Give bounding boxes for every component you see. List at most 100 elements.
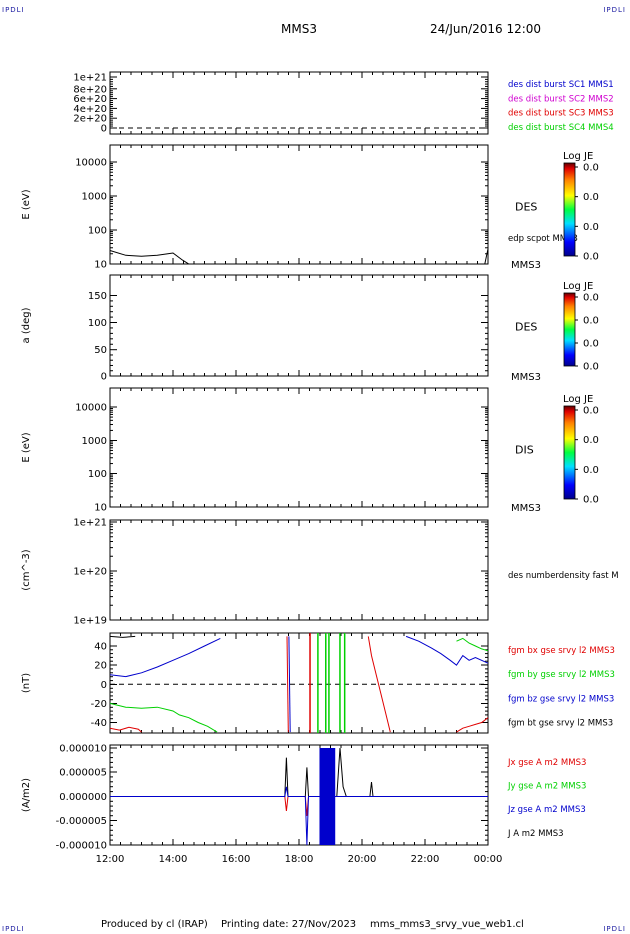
- y-tick-label: 0: [101, 124, 107, 135]
- colorbar-title: Log JE: [563, 281, 593, 292]
- x-tick-label: 18:00: [285, 854, 314, 865]
- spacecraft-label: MMS3: [511, 372, 541, 383]
- y-tick-label: 10: [94, 260, 107, 271]
- legend-label: Jx gse A m2 MMS3: [507, 758, 586, 768]
- series-line: [456, 637, 489, 652]
- y-tick-label: -20: [91, 699, 107, 710]
- x-tick-label: 22:00: [411, 854, 440, 865]
- y-tick-label: 0.000000: [59, 792, 107, 803]
- colorbar: [563, 162, 576, 257]
- panel-frame: [109, 519, 489, 621]
- colorbar-title: Log JE: [563, 151, 593, 162]
- colorbar-tick-label: 0.0: [583, 495, 599, 506]
- colorbar-tick-label: 0.0: [583, 293, 599, 304]
- colorbar-tick-label: 0.0: [583, 362, 599, 373]
- series-line: [109, 635, 136, 638]
- series-line: [109, 726, 142, 733]
- series-line: [110, 786, 488, 846]
- panel-frame: [109, 274, 489, 377]
- spacecraft-label: MMS3: [511, 503, 541, 514]
- colorbar-title: Log JE: [563, 394, 593, 405]
- y-tick-label: 100: [88, 226, 107, 237]
- y-tick-label: 100: [88, 469, 107, 480]
- x-tick-label: 12:00: [96, 854, 125, 865]
- colorbar-tick-label: 0.0: [583, 406, 599, 417]
- panel-frame: [109, 387, 489, 508]
- y-tick-label: 10000: [75, 158, 107, 169]
- corner-label-bottom-left: IPDLI: [2, 925, 25, 933]
- legend-label: fgm bt gse srvy l2 MMS3: [508, 719, 613, 729]
- y-tick-label: 10: [94, 503, 107, 514]
- footer-file: mms_mms3_srvy_vue_web1.cl: [370, 919, 524, 930]
- legend-label: des dist burst SC4 MMS4: [508, 123, 614, 133]
- y-axis-label: E (eV): [21, 189, 32, 219]
- datetime-title: 24/Jun/2016 12:00: [430, 22, 542, 36]
- y-tick-label: 40: [94, 642, 107, 653]
- y-tick-label: 1e+19: [73, 616, 107, 627]
- series-line: [367, 636, 391, 733]
- legend-label: J A m2 MMS3: [507, 829, 564, 839]
- instrument-label: DES: [515, 321, 537, 334]
- y-tick-label: 1e+21: [73, 518, 107, 529]
- colorbar: [563, 292, 576, 367]
- legend-label: des dist burst SC1 MMS1: [508, 80, 614, 90]
- y-tick-label: -0.000005: [56, 816, 107, 827]
- corner-label-top-right: IPDLI: [603, 6, 626, 14]
- spacecraft-label: MMS3: [511, 260, 541, 271]
- colorbar-tick-label: 0.0: [583, 435, 599, 446]
- y-tick-label: 10000: [75, 403, 107, 414]
- series-line: [109, 637, 221, 678]
- panel-frame: [109, 744, 489, 846]
- y-axis-label: (A/m2): [21, 778, 32, 812]
- x-tick-label: 14:00: [159, 854, 188, 865]
- colorbar-tick-label: 0.0: [583, 222, 599, 233]
- instrument-label: DIS: [515, 443, 534, 456]
- corner-label-bottom-right: IPDLI: [603, 925, 626, 933]
- colorbar-tick-label: 0.0: [583, 465, 599, 476]
- colorbar-tick-label: 0.0: [583, 192, 599, 203]
- panel-frame: [109, 71, 489, 135]
- x-tick-label: 00:00: [474, 854, 503, 865]
- footer-produced-by: Produced by cl (IRAP): [101, 919, 208, 930]
- series-line: [110, 747, 488, 797]
- y-tick-label: -40: [91, 718, 107, 729]
- y-tick-label: 6e+20: [73, 94, 107, 105]
- y-axis-label: (nT): [21, 673, 32, 693]
- y-tick-label: 1000: [82, 192, 107, 203]
- x-tick-label: 20:00: [348, 854, 377, 865]
- y-tick-label: 100: [88, 318, 107, 329]
- series-line: [110, 796, 488, 816]
- y-tick-label: 0: [101, 372, 107, 383]
- y-tick-label: 1e+20: [73, 567, 107, 578]
- y-axis-label: E (eV): [21, 432, 32, 462]
- y-tick-label: 4e+20: [73, 104, 107, 115]
- y-tick-label: 1e+21: [73, 73, 107, 84]
- colorbar-tick-label: 0.0: [583, 252, 599, 263]
- legend-label: des dist burst SC3 MMS3: [508, 109, 614, 119]
- series-line: [109, 702, 218, 733]
- legend-label: fgm bx gse srvy l2 MMS3: [508, 646, 615, 656]
- legend-label: des dist burst SC2 MMS2: [508, 94, 614, 104]
- series-line: [286, 636, 289, 733]
- y-tick-label: 0: [101, 680, 107, 691]
- legend-label: des numberdensity fast M: [508, 571, 619, 581]
- spacecraft-title: MMS3: [281, 22, 317, 36]
- panel-frame: [109, 144, 489, 265]
- legend-label: fgm by gse srvy l2 MMS3: [508, 670, 615, 680]
- colorbar-tick-label: 0.0: [583, 163, 599, 174]
- legend-label: fgm bz gse srvy l2 MMS3: [508, 694, 614, 704]
- y-axis-label: (cm^-3): [21, 549, 32, 590]
- series-line: [456, 717, 489, 733]
- overlay-label: edp scpot MMS3: [508, 234, 578, 244]
- series-line: [109, 248, 489, 265]
- series-line: [288, 636, 291, 733]
- y-tick-label: 20: [94, 661, 107, 672]
- colorbar-tick-label: 0.0: [583, 316, 599, 327]
- y-tick-label: 50: [94, 345, 107, 356]
- legend-label: Jy gse A m2 MMS3: [507, 782, 586, 792]
- corner-label-top-left: IPDLI: [2, 6, 25, 14]
- legend-label: Jz gse A m2 MMS3: [507, 805, 586, 815]
- y-tick-label: 0.000005: [59, 768, 107, 779]
- footer-printing-date: Printing date: 27/Nov/2023: [221, 919, 357, 930]
